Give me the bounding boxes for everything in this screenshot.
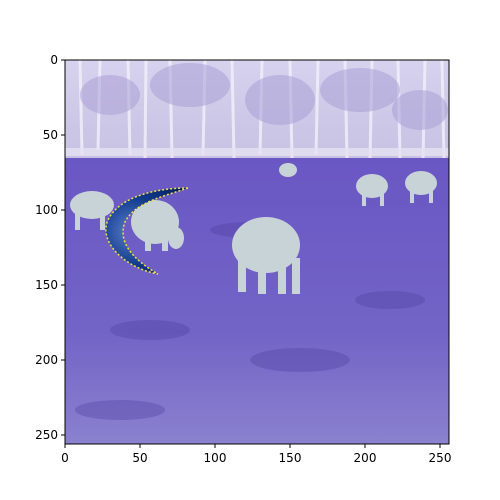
y-tick-label: 150 xyxy=(35,278,58,292)
x-tick-label: 0 xyxy=(61,451,69,465)
x-tick-label: 250 xyxy=(429,451,452,465)
y-axis: 0 50 100 150 200 250 xyxy=(35,53,65,442)
x-tick-label: 100 xyxy=(204,451,227,465)
y-tick-label: 100 xyxy=(35,203,58,217)
x-tick-label: 50 xyxy=(132,451,147,465)
x-tick-label: 200 xyxy=(354,451,377,465)
image-area xyxy=(65,60,449,448)
fence xyxy=(65,148,449,156)
y-tick-label: 0 xyxy=(50,53,58,67)
y-tick-label: 50 xyxy=(43,128,58,142)
x-axis: 0 50 100 150 200 250 xyxy=(61,444,451,465)
y-tick-label: 250 xyxy=(35,428,58,442)
y-tick-label: 200 xyxy=(35,353,58,367)
x-tick-label: 150 xyxy=(279,451,302,465)
cow-far-3 xyxy=(279,163,297,177)
